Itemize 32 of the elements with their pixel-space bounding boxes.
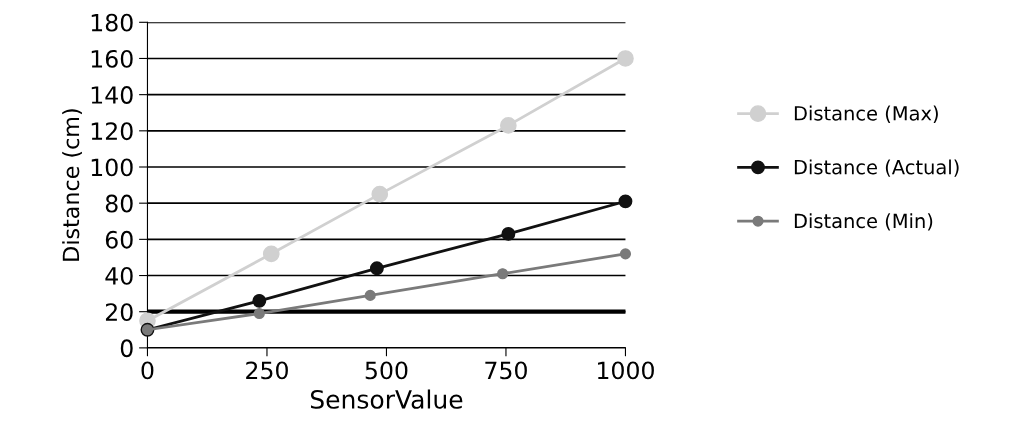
x-tick-label: 250 [246,361,288,380]
point [262,245,280,263]
x-tick-label: 500 [365,361,408,380]
y-tick-label: 140 [91,86,133,104]
y-tick-label: 60 [105,230,133,249]
point [371,185,389,203]
x-axis-title: SensorValue [310,389,463,409]
y-tick-label: 160 [91,49,133,68]
point [619,248,632,260]
y-tick-label: 80 [105,194,133,213]
legend-label: Distance (Actual) [794,159,959,177]
point [618,194,633,209]
point [364,289,376,301]
x-tick-label: 750 [485,361,527,380]
point [617,50,634,67]
legend-label: Distance (Min) [794,213,933,231]
point [500,117,517,134]
point [252,293,267,308]
y-axis-title: Distance (cm) [62,109,82,261]
y-tick-label: 20 [105,303,133,322]
point [253,307,265,320]
y-tick-label: 100 [91,158,133,177]
x-tick-label: 0 [141,361,154,380]
legend-label: Distance (Max) [794,105,938,123]
point [501,226,516,241]
y-tick-label: 180 [91,13,133,32]
y-tick-label: 120 [91,122,133,141]
y-tick-label: 0 [120,339,133,358]
point [369,261,384,276]
y-tick-label: 40 [105,266,133,285]
x-tick-label: 1000 [598,361,654,380]
point [497,268,509,280]
